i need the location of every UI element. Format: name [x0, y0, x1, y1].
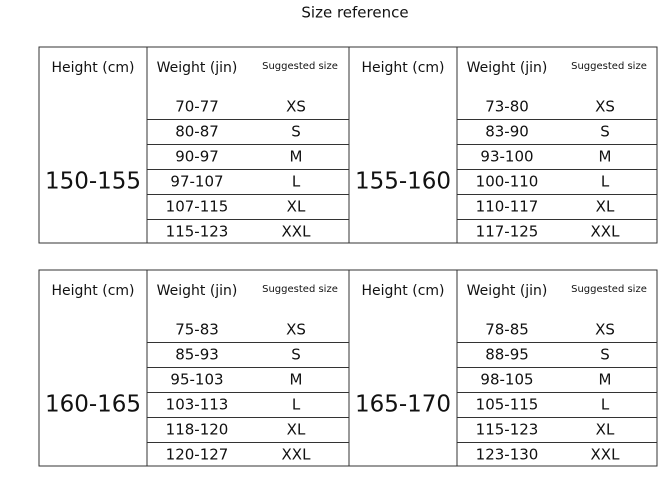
- weight-cell: 100-110: [476, 173, 539, 191]
- weight-header: Weight (jin): [157, 60, 238, 76]
- height-range: 165-170: [355, 392, 451, 418]
- size-header: Suggested size: [571, 284, 647, 295]
- weight-cell: 120-127: [166, 446, 229, 464]
- size-cell: L: [601, 173, 610, 191]
- size-cell: L: [292, 173, 301, 191]
- weight-cell: 88-95: [485, 346, 529, 364]
- size-cell: XS: [286, 321, 306, 339]
- size-cell: M: [290, 148, 303, 166]
- size-header: Suggested size: [571, 61, 647, 72]
- weight-cell: 80-87: [175, 123, 219, 141]
- size-header: Suggested size: [262, 61, 338, 72]
- weight-cell: 103-113: [166, 396, 229, 414]
- weight-cell: 70-77: [175, 98, 219, 116]
- weight-cell: 97-107: [170, 173, 223, 191]
- size-cell: M: [290, 371, 303, 389]
- weight-cell: 85-93: [175, 346, 219, 364]
- weight-cell: 95-103: [170, 371, 223, 389]
- size-header: Suggested size: [262, 284, 338, 295]
- size-cell: XXL: [591, 446, 621, 464]
- size-cell: XL: [287, 421, 306, 439]
- height-header: Height (cm): [52, 60, 135, 76]
- size-cell: XL: [596, 421, 615, 439]
- height-header: Height (cm): [52, 283, 135, 299]
- weight-cell: 90-97: [175, 148, 219, 166]
- height-range: 150-155: [45, 169, 141, 195]
- size-cell: XL: [287, 198, 306, 216]
- size-cell: S: [291, 123, 301, 141]
- title: Size reference: [301, 4, 408, 22]
- weight-cell: 93-100: [480, 148, 533, 166]
- size-cell: S: [291, 346, 301, 364]
- weight-cell: 123-130: [476, 446, 539, 464]
- height-range: 160-165: [45, 392, 141, 418]
- size-cell: S: [600, 123, 610, 141]
- weight-cell: 83-90: [485, 123, 529, 141]
- weight-header: Weight (jin): [157, 283, 238, 299]
- weight-cell: 107-115: [166, 198, 229, 216]
- size-cell: XS: [595, 321, 615, 339]
- weight-cell: 115-123: [476, 421, 539, 439]
- weight-cell: 105-115: [476, 396, 539, 414]
- size-cell: XS: [286, 98, 306, 116]
- height-header: Height (cm): [362, 283, 445, 299]
- weight-cell: 73-80: [485, 98, 529, 116]
- weight-cell: 78-85: [485, 321, 529, 339]
- weight-cell: 118-120: [166, 421, 229, 439]
- size-cell: XXL: [282, 223, 312, 241]
- size-cell: L: [601, 396, 610, 414]
- size-cell: M: [599, 148, 612, 166]
- size-cell: XS: [595, 98, 615, 116]
- weight-cell: 115-123: [166, 223, 229, 241]
- size-cell: M: [599, 371, 612, 389]
- weight-cell: 117-125: [476, 223, 539, 241]
- weight-cell: 98-105: [480, 371, 533, 389]
- height-range: 155-160: [355, 169, 451, 195]
- weight-cell: 75-83: [175, 321, 219, 339]
- weight-header: Weight (jin): [467, 283, 548, 299]
- weight-cell: 110-117: [476, 198, 539, 216]
- size-cell: XXL: [282, 446, 312, 464]
- size-cell: XL: [596, 198, 615, 216]
- size-cell: XXL: [591, 223, 621, 241]
- height-header: Height (cm): [362, 60, 445, 76]
- size-cell: S: [600, 346, 610, 364]
- size-cell: L: [292, 396, 301, 414]
- weight-header: Weight (jin): [467, 60, 548, 76]
